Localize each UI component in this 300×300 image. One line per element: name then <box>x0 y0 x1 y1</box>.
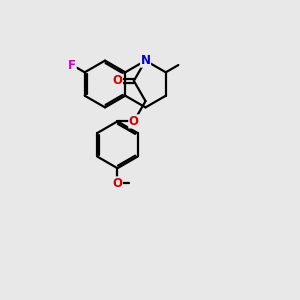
Text: O: O <box>112 74 122 87</box>
Text: O: O <box>112 177 122 190</box>
Text: F: F <box>68 58 76 71</box>
Text: N: N <box>140 54 151 67</box>
Text: O: O <box>129 115 139 128</box>
